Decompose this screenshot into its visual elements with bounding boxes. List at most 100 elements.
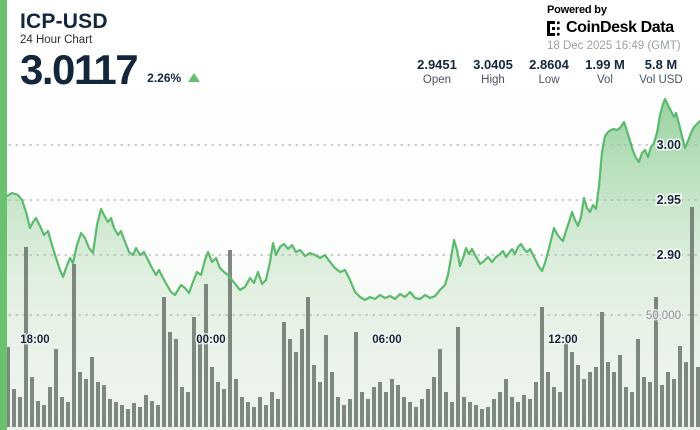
volume-bar [516,402,520,427]
stat-value: 5.8 M [644,57,678,72]
volume-bar [216,382,220,427]
stat-label: High [481,74,505,86]
volume-bar [606,362,610,427]
volume-bar [138,407,142,427]
volume-bar [162,297,166,427]
volume-bar [462,397,466,427]
volume-bar [240,397,244,427]
volume-bar [6,347,10,427]
brand-name: CoinDesk Data [566,19,674,36]
volume-bar [558,392,562,427]
volume-bar [156,405,160,427]
volume-bar [108,399,112,427]
volume-bar [504,379,508,427]
volume-bar [378,382,382,427]
volume-bar [534,382,538,427]
volume-bar [192,317,196,427]
y-axis-label: 2.95 [657,193,681,207]
volume-bar [684,362,688,427]
timestamp: 18 Dec 2025 16:49 (GMT) [547,40,681,52]
stat-label: Vol [597,74,613,86]
volume-bar [366,399,370,427]
stat-low: 2.8604 Low [526,57,572,86]
volume-bar [174,339,178,427]
volume-bar [72,264,76,427]
stat-high: 3.0405 High [470,57,516,86]
volume-bar [48,387,52,427]
price-area [7,99,700,425]
volume-bar [666,372,670,427]
price-row: 3.0117 2.26% [20,46,201,94]
stat-label: Open [422,74,452,86]
stat-value: 3.0405 [473,57,513,72]
volume-bar [546,372,550,427]
stat-value: 2.9451 [417,57,457,72]
last-price: 3.0117 [20,46,139,94]
coindesk-logo-icon [547,20,560,36]
x-axis-label: 00:00 [196,334,225,346]
volume-bar [624,387,628,427]
volume-bar [690,207,694,427]
volume-bar [42,405,46,427]
volume-bar [564,335,568,427]
volume-bar [60,397,64,427]
volume-bar [168,332,172,427]
volume-bar [438,349,442,427]
volume-bar [102,385,106,427]
volume-bar [522,395,526,427]
stat-value: 1.99 M [585,57,625,72]
volume-bar [612,372,616,427]
volume-bar [150,401,154,427]
brand-block: Powered by CoinDesk Data 18 Dec 2025 16:… [547,4,697,52]
price-line [5,97,700,302]
volume-bar [456,327,460,427]
volume-bar [144,395,148,427]
stat-label: Low [538,74,560,86]
volume-bar [270,392,274,427]
volume-bar [294,352,298,427]
stat-value: 2.8604 [529,57,569,72]
volume-bar [426,389,430,427]
volume-bar [120,405,124,427]
volume-bar [618,355,622,427]
volume-bar [264,405,268,427]
volume-bar [252,407,256,427]
volume-bar [96,382,100,427]
y-axis-label: 2.90 [657,248,681,262]
header: ICP-USD 24 Hour Chart 3.0117 2.26% [20,10,201,94]
x-axis-label: 06:00 [372,334,401,346]
volume-bar [276,399,280,427]
volume-bar [342,405,346,427]
x-axis-label: 12:00 [548,334,577,346]
volume-bar [672,379,676,427]
volume-bar [66,402,70,427]
brand-logo-row[interactable]: CoinDesk Data [547,19,697,37]
volume-bar [324,335,328,427]
volume-bar [228,250,232,427]
volume-bar [576,365,580,427]
volume-bar [24,247,28,427]
volume-bar [390,379,394,427]
volume-bar [570,352,574,427]
volume-bar [180,387,184,427]
volume-bar [468,402,472,427]
y-axis-labels: 3.00 2.95 2.90 50,000 [644,137,682,324]
volume-bar [186,392,190,427]
volume-bar [528,399,532,427]
volume-bar [396,385,400,427]
volume-bar [678,346,682,427]
volume-bar [204,284,208,427]
chart-subtitle: 24 Hour Chart [20,34,93,47]
volume-bar [36,401,40,427]
volume-bar [246,402,250,427]
volume-bar [300,329,304,427]
volume-bar [444,392,448,427]
volume-bar [126,409,130,427]
volume-bar [510,397,514,427]
volume-bar [660,385,664,427]
volume-bar [330,372,334,427]
y-axis-label: 3.00 [657,138,681,152]
x-axis-labels: 18:00 00:00 06:00 12:00 [19,333,579,348]
volume-bar [432,377,436,427]
